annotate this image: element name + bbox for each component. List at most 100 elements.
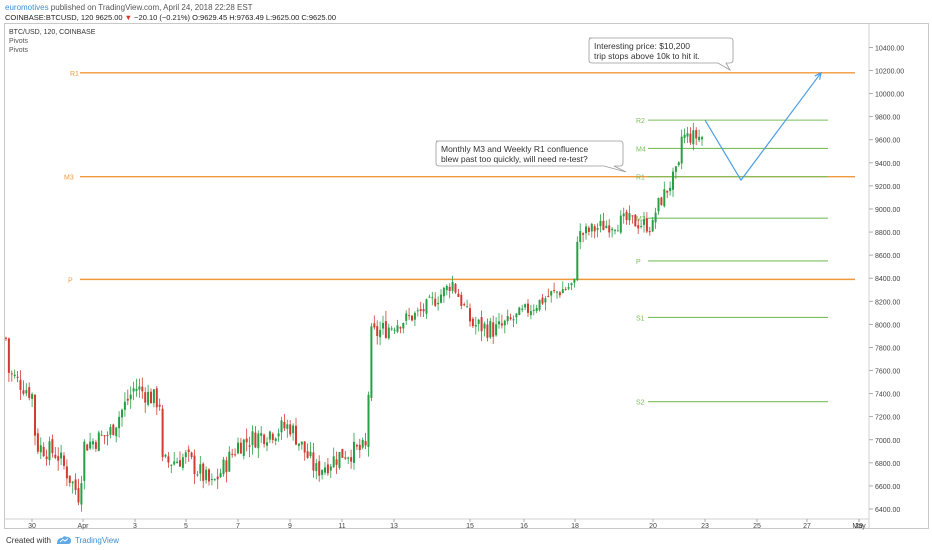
candle-body (222, 459, 225, 475)
candle-body (506, 316, 509, 322)
candle-body (155, 388, 158, 408)
weekly-pivot-label: R2 (636, 118, 645, 125)
candle-body (500, 323, 503, 326)
candle-body (135, 388, 138, 391)
candle-body (10, 373, 13, 375)
candle-body (669, 187, 672, 192)
candle-body (408, 315, 411, 317)
candle-body (442, 287, 445, 297)
candle-body (541, 297, 544, 304)
candle-body (332, 456, 335, 468)
y-tick-label: 9400.00 (875, 161, 900, 168)
candle-body (103, 435, 106, 437)
candle-body (695, 130, 698, 139)
candle-body (170, 464, 173, 466)
candle-body (616, 230, 619, 232)
candle-body (483, 323, 486, 329)
y-tick-label: 6800.00 (875, 461, 900, 468)
candle-body (486, 324, 489, 338)
x-tick-label: 3 (133, 523, 137, 530)
candle-body (457, 293, 460, 297)
y-tick-label: 10000.00 (875, 92, 904, 99)
candle-body (373, 323, 376, 328)
candle-body (315, 463, 318, 472)
candle-body (353, 441, 355, 463)
footer: Created with TradingView (4, 533, 932, 550)
candle-body (460, 294, 463, 306)
y-tick-label: 10200.00 (875, 69, 904, 76)
candle-body (686, 133, 689, 137)
tradingview-brand[interactable]: TradingView (75, 536, 120, 545)
price-axis[interactable]: 6400.00 6600.00 6800.00 7000.00 7200.00 7400.… (869, 45, 904, 514)
candle-body (187, 449, 190, 453)
candle-body (692, 130, 695, 145)
candle-body (347, 457, 350, 459)
weekly-pivot-label: M4 (636, 146, 646, 153)
x-tick-label: 9 (288, 523, 292, 530)
candle-body (358, 444, 361, 451)
candle-body (599, 220, 602, 227)
candle-body (469, 308, 471, 322)
weekly-pivot-label: P (636, 259, 641, 266)
author-link[interactable]: euromotives (5, 3, 49, 12)
candle-body (295, 425, 297, 445)
candle-body (83, 441, 86, 481)
candle-body (422, 309, 425, 312)
candle-body (184, 452, 187, 458)
candle-body (364, 441, 367, 446)
candle-body (181, 457, 184, 468)
candle-body (329, 466, 332, 471)
candle-body (341, 448, 344, 458)
candle-body (112, 424, 115, 435)
price-chart[interactable]: 6400.00 6600.00 6800.00 7000.00 7200.00 7400.… (0, 0, 932, 532)
candle-body (524, 304, 527, 308)
candle-body (683, 134, 686, 138)
candle-body (129, 394, 132, 400)
x-tick-label: 27 (803, 523, 811, 530)
candle-body (65, 466, 68, 479)
candle-body (570, 283, 573, 286)
candle-body (579, 231, 582, 242)
candles (5, 122, 703, 512)
legend-pivots-2: Pivots (9, 47, 29, 54)
publish-info: euromotives published on TradingView.com… (5, 3, 253, 12)
candle-body (619, 215, 622, 233)
candle-body (19, 379, 22, 390)
candle-body (413, 312, 416, 320)
candle-body (283, 421, 286, 429)
candle-body (637, 225, 640, 229)
candle-body (529, 311, 532, 316)
monthly-pivot-label: P (68, 277, 73, 284)
candle-body (651, 219, 654, 232)
candle-body (509, 317, 512, 320)
candle-body (387, 327, 390, 339)
callout-bubble (588, 37, 734, 72)
callout-price-target[interactable]: Interesting price: $10,200 trip stops ab… (588, 37, 734, 72)
candle-body (573, 278, 576, 283)
candle-body (596, 228, 599, 230)
candle-body (440, 294, 442, 303)
candle-body (254, 432, 257, 448)
candle-body (97, 432, 100, 452)
x-tick-label: 18 (571, 523, 579, 530)
candle-body (480, 317, 483, 332)
projection-path[interactable] (704, 72, 822, 182)
x-tick-label: May (852, 523, 866, 530)
candle-body (640, 226, 643, 228)
candle-body (521, 308, 524, 310)
candle-body (550, 291, 553, 296)
candle-body (335, 459, 338, 465)
candle-body (245, 438, 248, 443)
candle-body (150, 391, 152, 404)
legend-symbol: BTC/USD, 120, COINBASE (9, 29, 96, 36)
candle-body (544, 298, 547, 303)
candle-body (608, 225, 611, 233)
callout-confluence[interactable]: Monthly M3 and Weekly R1 confluence blew… (435, 140, 627, 173)
candle-body (274, 438, 277, 442)
candle-body (680, 136, 683, 164)
chart-frame[interactable] (4, 23, 929, 529)
projection-lines[interactable] (704, 71, 822, 182)
candle-body (625, 211, 628, 221)
candle-body (54, 454, 57, 458)
